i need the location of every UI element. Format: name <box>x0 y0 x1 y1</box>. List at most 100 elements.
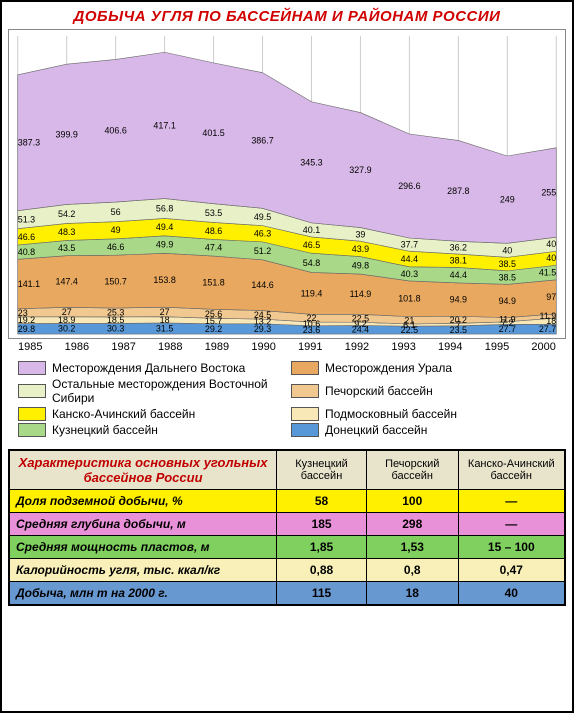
value-label: 25.6 <box>205 309 222 319</box>
legend-item: Канско-Ачинский бассейн <box>18 407 283 421</box>
x-tick: 1988 <box>158 341 182 353</box>
value-label: 47.4 <box>205 243 222 253</box>
x-tick: 1986 <box>65 341 89 353</box>
table-cell: — <box>458 490 564 513</box>
legend-swatch <box>18 407 46 421</box>
legend-label: Печорский бассейн <box>325 384 433 398</box>
value-label: 49.8 <box>352 260 369 270</box>
table-cell: — <box>458 513 564 536</box>
x-tick: 1993 <box>391 341 415 353</box>
x-tick: 1991 <box>298 341 322 353</box>
table-col-head: Кузнецкий бассейн <box>277 451 367 490</box>
value-label: 43.9 <box>352 244 369 254</box>
legend-label: Остальные месторождения Восточной Сибири <box>52 377 283 405</box>
value-label: 40.1 <box>303 225 320 235</box>
table-cell: 58 <box>277 490 367 513</box>
value-label: 46.6 <box>18 232 35 242</box>
value-label: 43.5 <box>58 243 75 253</box>
table-cell: 40 <box>458 582 564 605</box>
legend-swatch <box>18 423 46 437</box>
value-label: 40.8 <box>18 247 35 257</box>
value-label: 40.3 <box>401 269 418 279</box>
table-row-head: Средняя мощность пластов, м <box>10 536 277 559</box>
value-label: 51.2 <box>254 246 271 256</box>
characteristics-table: Характеристика основных угольных бассейн… <box>8 449 566 606</box>
value-label: 54.2 <box>58 209 75 219</box>
x-tick: 1992 <box>345 341 369 353</box>
value-label: 296.6 <box>398 181 420 191</box>
x-tick: 1990 <box>251 341 275 353</box>
value-label: 151.8 <box>202 278 224 288</box>
value-label: 49 <box>111 225 121 235</box>
value-label: 40 <box>502 245 512 255</box>
value-label: 30.3 <box>107 324 124 334</box>
x-tick: 1995 <box>485 341 509 353</box>
value-label: 24.5 <box>254 310 271 320</box>
legend-label: Месторождения Урала <box>325 361 452 375</box>
table-col-head: Канско-Ачинский бассейн <box>458 451 564 490</box>
x-axis: 1985198619871988198919901991199219931994… <box>8 339 566 357</box>
value-label: 48.3 <box>58 227 75 237</box>
legend-swatch <box>291 384 319 398</box>
value-label: 46.6 <box>107 242 124 252</box>
value-label: 255 <box>541 187 556 197</box>
value-label: 147.4 <box>56 276 78 286</box>
value-label: 11.9 <box>499 315 516 325</box>
value-label: 31.5 <box>156 323 173 333</box>
legend-label: Месторождения Дальнего Востока <box>52 361 245 375</box>
value-label: 48.6 <box>205 226 222 236</box>
value-label: 101.8 <box>398 294 420 304</box>
value-label: 399.9 <box>56 129 78 139</box>
value-label: 44.4 <box>401 254 418 264</box>
value-label: 153.8 <box>153 275 175 285</box>
value-label: 53.5 <box>205 208 222 218</box>
table-cell: 1,53 <box>366 536 458 559</box>
value-label: 25.3 <box>107 307 124 317</box>
table-cell: 0,47 <box>458 559 564 582</box>
legend-swatch <box>291 423 319 437</box>
value-label: 29.8 <box>18 324 35 334</box>
table-cell: 185 <box>277 513 367 536</box>
x-tick: 1994 <box>438 341 462 353</box>
legend-item: Месторождения Урала <box>291 361 556 375</box>
legend-swatch <box>291 361 319 375</box>
table-cell: 1,85 <box>277 536 367 559</box>
value-label: 46.5 <box>303 240 320 250</box>
value-label: 345.3 <box>300 157 322 167</box>
legend-item: Месторождения Дальнего Востока <box>18 361 283 375</box>
table-cell: 0,8 <box>366 559 458 582</box>
value-label: 38.5 <box>499 259 516 269</box>
value-label: 49.9 <box>156 239 173 249</box>
legend-swatch <box>18 361 46 375</box>
table-row-head: Доля подземной добычи, % <box>10 490 277 513</box>
table-row-head: Калорийность угля, тыс. ккал/кг <box>10 559 277 582</box>
table-col-head: Печорский бассейн <box>366 451 458 490</box>
value-label: 27 <box>62 307 72 317</box>
legend-item: Кузнецкий бассейн <box>18 423 283 437</box>
value-label: 23 <box>18 308 28 318</box>
value-label: 38.1 <box>450 256 467 266</box>
legend-item: Остальные месторождения Восточной Сибири <box>18 377 283 405</box>
value-label: 40 <box>546 253 556 263</box>
x-tick: 1989 <box>205 341 229 353</box>
value-label: 119.4 <box>301 288 323 298</box>
legend-item: Печорский бассейн <box>291 377 556 405</box>
value-label: 38.5 <box>499 273 516 283</box>
value-label: 37.7 <box>401 240 418 250</box>
value-label: 44.4 <box>450 270 467 280</box>
legend-swatch <box>291 407 319 421</box>
value-label: 327.9 <box>349 165 371 175</box>
value-label: 51.3 <box>18 215 35 225</box>
value-label: 387.3 <box>18 138 40 148</box>
value-label: 97 <box>546 292 556 302</box>
value-label: 141.1 <box>18 279 40 289</box>
table-row-head: Добыча, млн т на 2000 г. <box>10 582 277 605</box>
value-label: 49.4 <box>156 222 173 232</box>
table-cell: 100 <box>366 490 458 513</box>
legend-label: Подмосковный бассейн <box>325 407 457 421</box>
value-label: 39 <box>355 229 365 239</box>
value-label: 36.2 <box>450 243 467 253</box>
value-label: 386.7 <box>251 135 273 145</box>
value-label: 150.7 <box>104 277 126 287</box>
value-label: 56 <box>111 207 121 217</box>
